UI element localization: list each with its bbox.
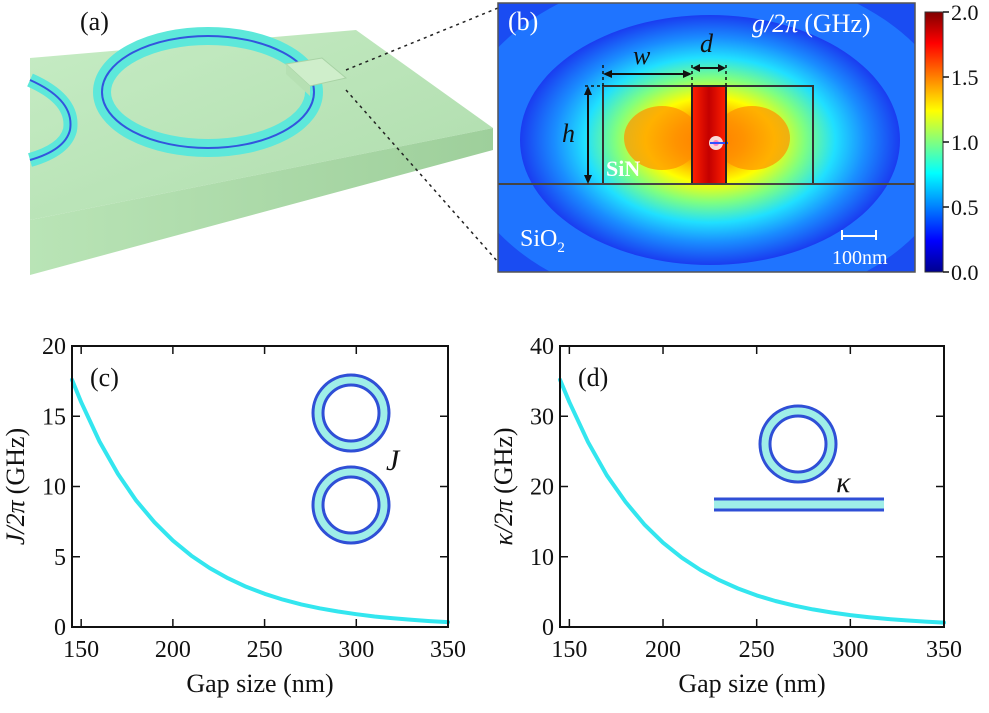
y-tick-label: 40 <box>530 334 554 360</box>
y-tick-label: 0 <box>54 615 66 641</box>
dim-w-label: w <box>633 41 651 70</box>
inset-c-label: J <box>386 444 401 477</box>
panel-label: (c) <box>90 363 119 392</box>
y-tick-label: 10 <box>530 545 554 571</box>
panel-b-label: (b) <box>508 7 538 36</box>
dim-h-label: h <box>562 119 575 148</box>
material-substrate-label: SiO2 <box>520 226 565 256</box>
series-line <box>558 377 946 625</box>
y-axis-label: J/2π(GHz) <box>1 428 30 545</box>
plot-frame <box>559 345 945 628</box>
y-tick-label: 30 <box>530 404 554 430</box>
inset-c-coupled-rings <box>311 373 391 545</box>
chart-d: 150 200 250 300 350 0 10 20 30 40 (d) Gap size (nm)… <box>489 334 962 698</box>
inset-d-label: κ <box>836 466 851 499</box>
x-tick-label: 200 <box>645 637 681 663</box>
panel-b-frame <box>497 2 916 273</box>
plot-frame <box>71 345 449 628</box>
material-core-label: SiN <box>606 156 640 181</box>
dimension-annotations <box>584 64 877 240</box>
panel-a-illustration <box>27 27 493 275</box>
y-tick-label: 20 <box>42 334 66 360</box>
colorbar-title: g/2π (GHz) <box>752 9 871 38</box>
panel-a-label: (a) <box>80 7 109 36</box>
zoom-line-bottom <box>345 89 499 263</box>
y-tick-label: 5 <box>54 545 66 571</box>
x-tick-label: 200 <box>155 637 191 663</box>
colorbar-tick-label: 0.5 <box>951 195 979 220</box>
x-tick-label: 150 <box>551 637 587 663</box>
x-axis-label: Gap size (nm) <box>678 669 825 698</box>
y-tick-label: 0 <box>542 615 554 641</box>
y-axis-label: κ/2π(GHz) <box>489 427 518 545</box>
x-axis-label: Gap size (nm) <box>186 669 333 698</box>
x-tick-label: 300 <box>832 637 868 663</box>
x-tick-label: 250 <box>739 637 775 663</box>
x-tick-label: 350 <box>926 637 962 663</box>
chart-c: 150 200 250 300 350 0 5 10 15 20 (c) Gap size (nm) J… <box>1 334 466 698</box>
panel-b-heatmap <box>498 3 915 272</box>
x-tick-label: 250 <box>247 637 283 663</box>
colorbar <box>924 11 944 273</box>
colorbar-tick-label: 2.0 <box>951 0 979 25</box>
y-tick-label: 20 <box>530 475 554 501</box>
colorbar-tick-label: 1.0 <box>951 130 979 155</box>
y-tick-label: 10 <box>42 475 66 501</box>
colorbar-tick-label: 1.5 <box>951 65 979 90</box>
inset-d-ring-bus <box>714 404 884 512</box>
scale-bar-label: 100nm <box>832 247 888 269</box>
series-line <box>70 377 450 625</box>
colorbar-ticks: 2.0 1.5 1.0 0.5 0.0 <box>943 0 979 285</box>
x-tick-label: 150 <box>63 637 99 663</box>
panel-label: (d) <box>578 363 608 392</box>
dim-d-label: d <box>700 29 714 58</box>
colorbar-tick-label: 0.0 <box>951 260 979 285</box>
x-tick-label: 350 <box>430 637 466 663</box>
y-tick-label: 15 <box>42 404 66 430</box>
x-tick-label: 300 <box>338 637 374 663</box>
